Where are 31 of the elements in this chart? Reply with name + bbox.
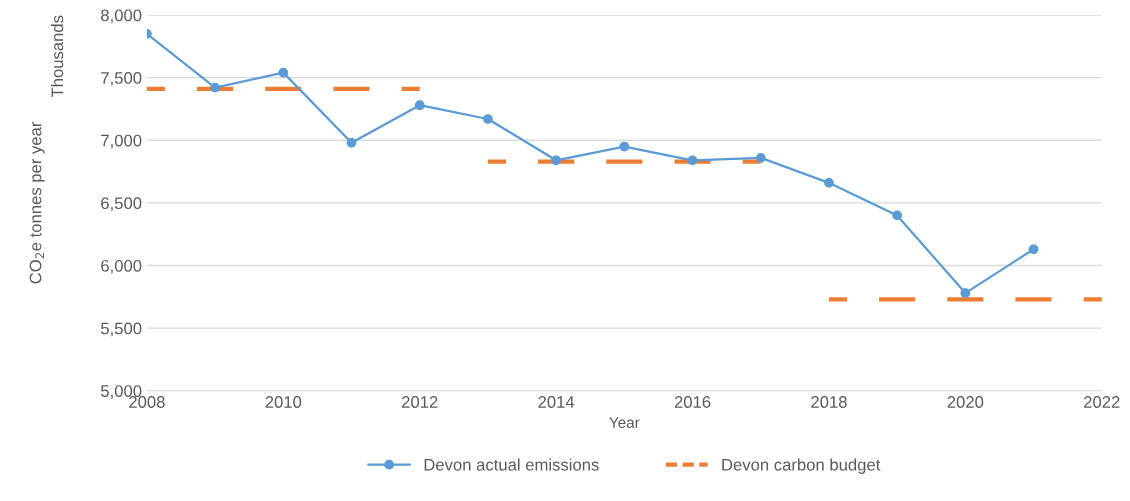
y-tick-label: 5,500 [101,322,142,337]
point [824,178,834,188]
point [346,137,357,148]
x-tick-label: 2020 [947,396,984,408]
x-axis-title: Year [609,417,640,428]
y-tick-label: 7,000 [101,134,142,149]
point [551,155,561,166]
point [892,210,902,221]
x-tick-label: 2022 [1084,396,1120,408]
legend-label: Devon carbon budget [722,458,881,474]
y-tick-label: 6,000 [101,259,142,274]
point [755,152,766,163]
x-tick-label: 2012 [402,396,438,408]
y-tick-label: 6,500 [101,197,142,212]
y-tick-label: 8,000 [101,9,142,24]
point [687,155,698,166]
y-tick-label: 7,500 [101,72,142,86]
y-axis-title: CO$_{2}$e tonnes per year [29,121,45,284]
point [960,288,971,298]
point [1028,244,1039,255]
text: Thousands [50,15,64,98]
point [483,114,493,124]
point [414,100,425,111]
x-tick-label: 2016 [674,396,711,408]
x-tick-label: 2010 [265,396,302,408]
x-tick-label: 2018 [811,396,847,408]
point [619,141,630,152]
point [210,82,220,93]
point [278,67,289,78]
legend-label: Devon actual emissions [424,458,599,471]
x-tick-label: 2014 [538,396,575,408]
